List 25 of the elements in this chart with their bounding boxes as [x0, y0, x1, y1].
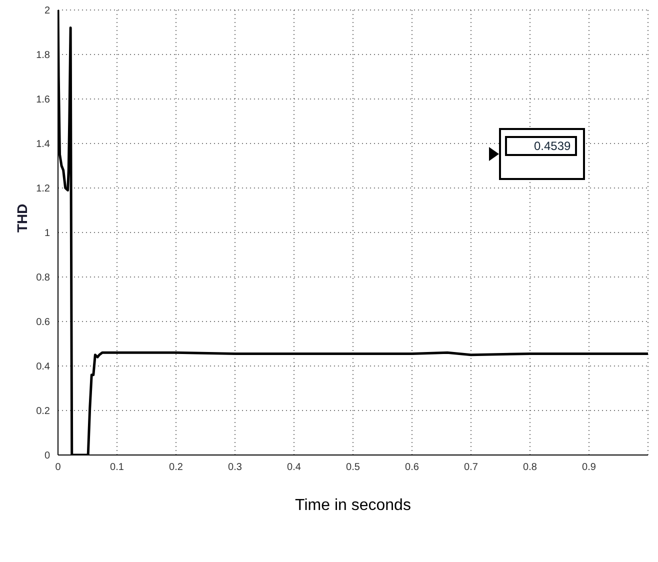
x-tick-label: 0.8	[523, 462, 538, 474]
y-axis-title: THD	[14, 204, 30, 232]
x-tick-label: 0.7	[464, 462, 478, 474]
annotation: 0.4539	[504, 136, 577, 156]
y-tick-label: 1.2	[36, 184, 50, 195]
x-tick-label: 0.4	[287, 462, 302, 474]
y-tick-label: 0.2	[36, 406, 50, 418]
x-tick-label: 0.5	[346, 462, 360, 474]
x-axis-title: Time in seconds	[295, 497, 411, 514]
y-tick-label: 0	[44, 450, 50, 462]
y-tick-label: 0.8	[36, 272, 50, 284]
x-tick-label: 0.9	[582, 462, 596, 474]
y-tick-label: 1.4	[36, 139, 50, 150]
y-tick-label: 2	[44, 6, 50, 17]
x-tick-label: 0.1	[110, 462, 124, 474]
y-tick-label: 0.6	[36, 317, 50, 328]
display-box: 0.4539	[498, 128, 585, 180]
y-tick-label: 1.6	[36, 94, 50, 106]
x-tick-label: 0.2	[169, 462, 184, 474]
y-tick-label: 0.4	[36, 362, 50, 373]
x-tick-label: 0	[55, 462, 62, 474]
x-tick-label: 0.6	[405, 462, 420, 474]
y-tick-label: 1	[44, 228, 50, 240]
x-tick-label: 0.3	[228, 462, 242, 474]
y-tick-label: 1.8	[36, 50, 50, 62]
